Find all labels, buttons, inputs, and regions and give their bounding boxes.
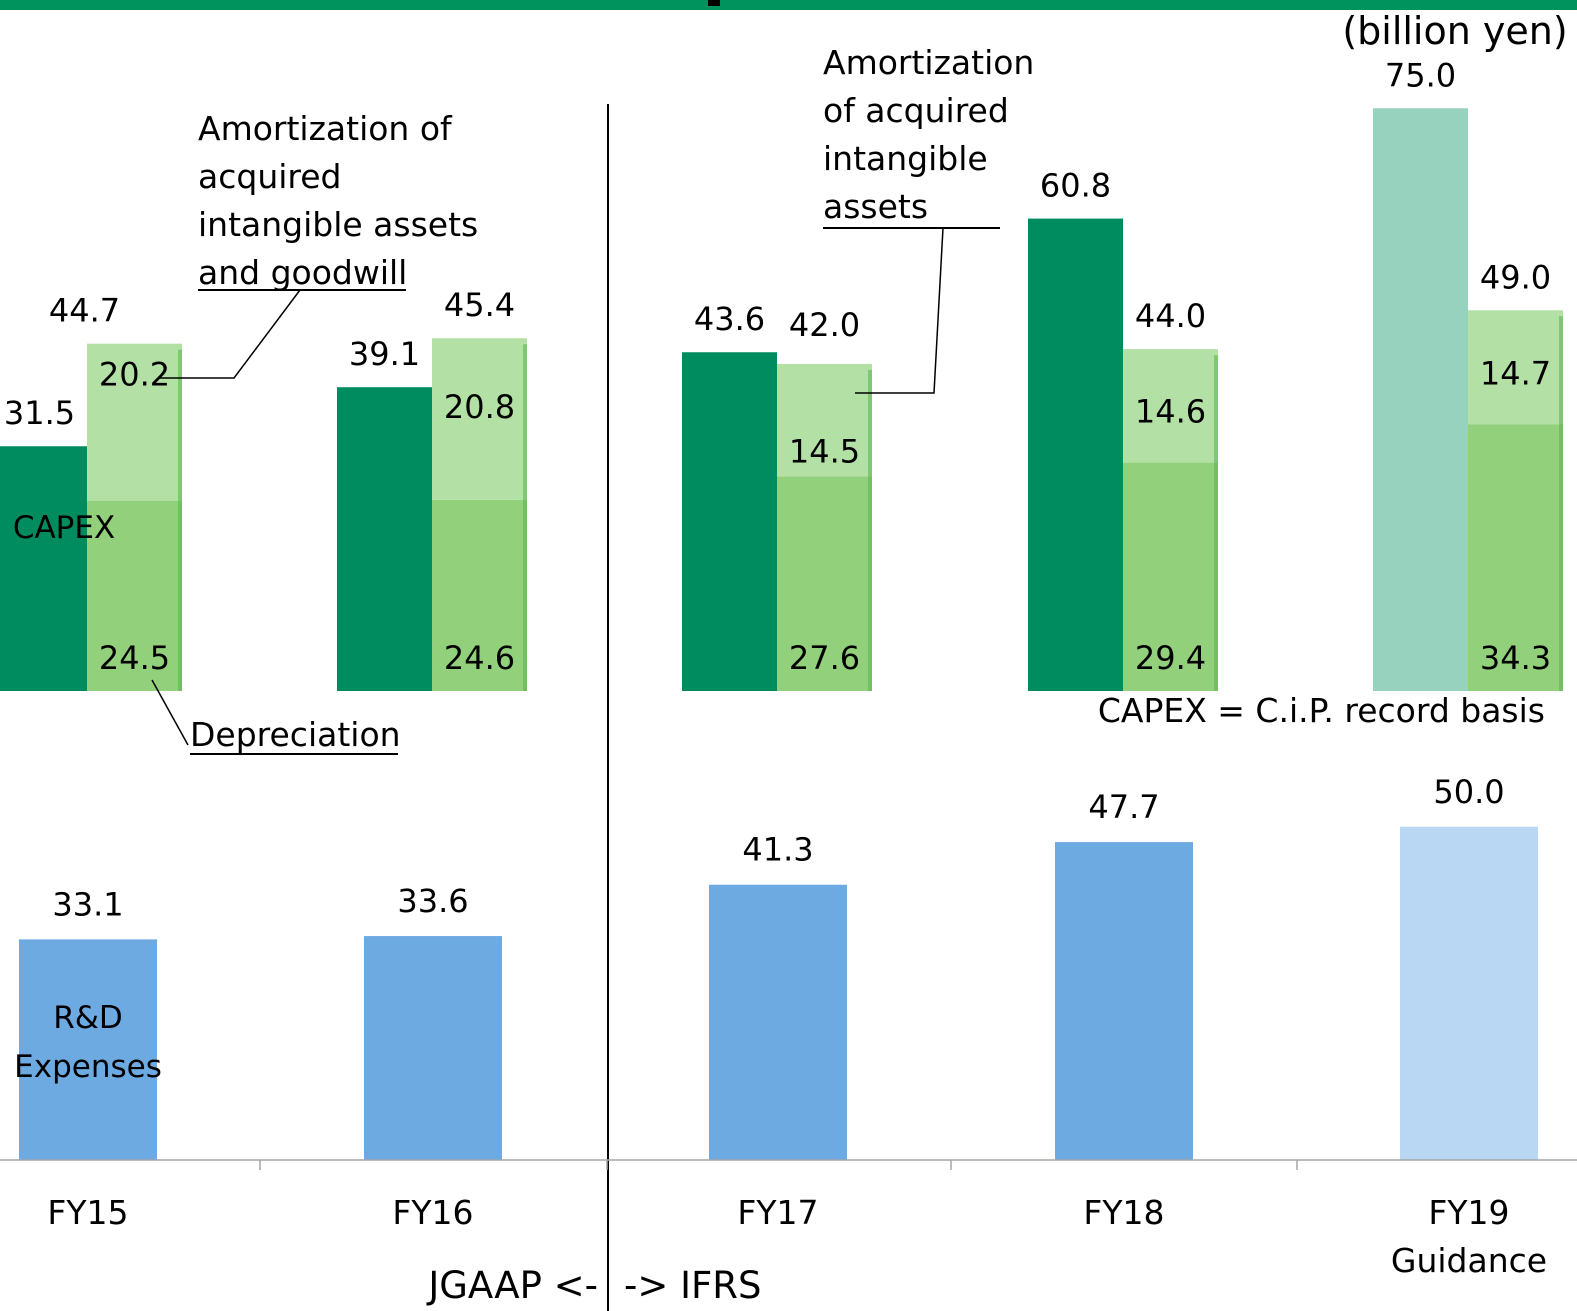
amortization-value-label: 14.6 — [1135, 393, 1206, 431]
capex-basis-note: CAPEX = C.i.P. record basis — [1098, 691, 1545, 730]
amortization-left-line-2: acquired — [198, 157, 342, 196]
x-tick-label: FY17 — [737, 1193, 818, 1232]
amortization-bar — [1468, 310, 1563, 425]
amortization-bar — [87, 343, 182, 501]
total-value-label: 49.0 — [1480, 258, 1551, 296]
capex-value-label: 39.1 — [349, 335, 420, 373]
ifrs-label: -> IFRS — [624, 1264, 762, 1307]
depreciation-bar — [1468, 424, 1563, 691]
x-tick-label: FY16 — [392, 1193, 473, 1232]
depreciation-bar — [432, 499, 527, 691]
depreciation-label: Depreciation — [190, 715, 401, 754]
jgaap-label: JGAAP <- — [426, 1264, 598, 1307]
title-fragment — [708, 0, 720, 6]
depreciation-value-label: 29.4 — [1135, 639, 1206, 677]
stack-edge — [178, 349, 182, 691]
capex-value-label: 43.6 — [694, 300, 765, 338]
amortization-value-label: 20.2 — [99, 356, 170, 394]
stack-edge — [1559, 316, 1563, 691]
depreciation-bar — [1123, 462, 1218, 691]
rd-bar — [364, 936, 502, 1160]
capex-bar — [682, 352, 777, 691]
depreciation-bar — [777, 476, 872, 691]
amortization-bar — [777, 363, 872, 477]
depreciation-value-label: 24.5 — [99, 639, 170, 677]
capex-depreciation-chart: 31.5 24.5 20.2 44.7 39.1 24.6 20.8 45.4 43.6 27.6… — [0, 56, 1563, 692]
rd-value-label: 50.0 — [1433, 773, 1504, 811]
amortization-bar — [1123, 349, 1218, 463]
capex-bar — [337, 387, 432, 691]
rd-series-label-line-1: R&D — [53, 1000, 123, 1036]
depreciation-value-label: 24.6 — [444, 639, 515, 677]
total-value-label: 42.0 — [789, 306, 860, 344]
amortization-bar — [432, 338, 527, 500]
rd-bar — [19, 939, 157, 1160]
x-tick-label: FY19 — [1428, 1193, 1509, 1232]
stack-edge — [523, 344, 527, 691]
amortization-value-label: 14.7 — [1480, 354, 1551, 392]
rd-value-label: 33.1 — [52, 885, 123, 923]
total-value-label: 44.0 — [1135, 297, 1206, 335]
rd-bar — [709, 884, 847, 1160]
capex-value-label: 75.0 — [1385, 56, 1456, 94]
amortization-right-line-4: assets — [823, 187, 928, 226]
capex-series-label: CAPEX — [13, 510, 115, 546]
rd-value-label: 41.3 — [742, 831, 813, 869]
rd-chart: 33.1 33.6 41.3 47.7 50.0 — [19, 773, 1538, 1160]
depreciation-bar — [87, 500, 182, 691]
amortization-right-line-3: intangible — [823, 139, 988, 178]
amortization-right-leader — [855, 227, 944, 394]
amortization-left-line-1: Amortization of — [198, 109, 453, 148]
capex-value-label: 60.8 — [1040, 167, 1111, 205]
amortization-value-label: 14.5 — [789, 433, 860, 471]
amortization-annotation-left: Amortization of acquired intangible asse… — [158, 109, 478, 379]
amortization-right-line-1: Amortization — [823, 43, 1034, 82]
capex-bar — [1373, 108, 1468, 691]
rd-bar — [1400, 826, 1538, 1160]
rd-value-label: 47.7 — [1088, 788, 1159, 826]
amortization-left-leader — [158, 289, 301, 379]
rd-bar — [1055, 842, 1193, 1160]
amortization-right-line-2: of acquired — [823, 91, 1009, 130]
depreciation-value-label: 34.3 — [1480, 639, 1551, 677]
unit-label: (billion yen) — [1342, 9, 1567, 53]
total-value-label: 44.7 — [49, 292, 120, 330]
capex-bar — [1028, 218, 1123, 692]
stack-edge — [868, 369, 872, 691]
total-value-label: 45.4 — [444, 286, 515, 324]
x-tick-label: FY18 — [1083, 1193, 1164, 1232]
amortization-value-label: 20.8 — [444, 388, 515, 426]
depreciation-leader — [151, 679, 189, 746]
rd-series-label-line-2: Expenses — [14, 1049, 162, 1085]
capex-bar — [0, 446, 87, 691]
depreciation-value-label: 27.6 — [789, 639, 860, 677]
x-tick-label: FY15 — [47, 1193, 128, 1232]
x-axis: FY15 FY16 FY17 FY18 FY19 Guidance — [0, 1159, 1577, 1280]
x-tick-label: Guidance — [1391, 1241, 1547, 1280]
capex-value-label: 31.5 — [4, 394, 75, 432]
depreciation-annotation: Depreciation — [151, 679, 401, 755]
amortization-left-line-3: intangible assets — [198, 205, 478, 244]
stack-edge — [1214, 355, 1218, 691]
amortization-left-line-4: and goodwill — [198, 253, 407, 292]
rd-value-label: 33.6 — [397, 882, 468, 920]
amortization-annotation-right: Amortization of acquired intangible asse… — [823, 43, 1034, 394]
top-rule — [0, 0, 1577, 10]
